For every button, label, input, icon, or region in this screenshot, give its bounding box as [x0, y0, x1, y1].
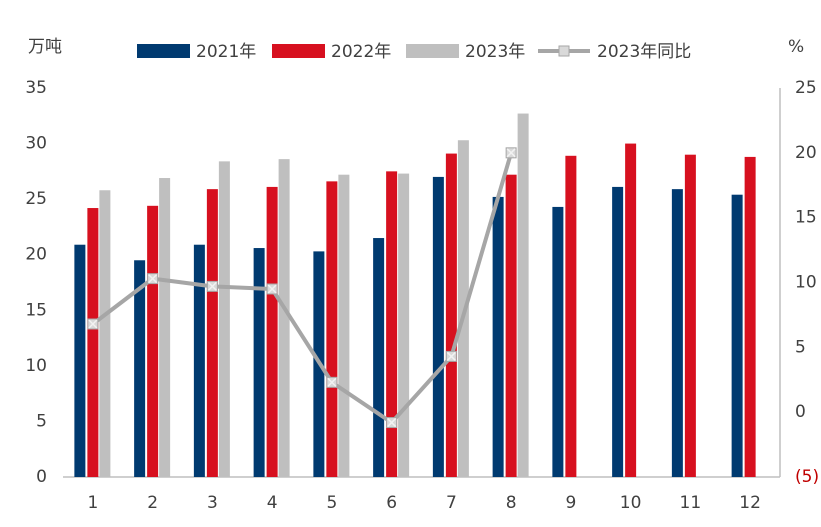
x-tick-label: 7: [446, 493, 457, 513]
line-marker-cross: [327, 377, 337, 387]
bar: [684, 154, 696, 477]
bar: [386, 171, 398, 477]
y2-tick-label: 5: [795, 337, 806, 357]
bar: [218, 161, 230, 477]
bar: [326, 181, 338, 478]
bar: [99, 190, 111, 477]
y-tick-label: 20: [25, 245, 47, 265]
x-tick-label: 12: [739, 493, 761, 513]
bar: [338, 174, 350, 478]
bar: [492, 196, 504, 478]
line-marker-cross: [506, 148, 516, 158]
y2-tick-label: 10: [795, 273, 817, 293]
x-tick-label: 9: [565, 493, 576, 513]
x-tick-label: 1: [87, 493, 98, 513]
line: [91, 152, 514, 425]
y2-tick-label: 25: [795, 78, 817, 98]
y2-axis-label: %: [788, 37, 804, 57]
bar: [612, 186, 624, 477]
y-tick-label: 10: [25, 356, 47, 376]
line-marker-cross: [387, 418, 397, 428]
bar: [744, 156, 756, 477]
legend-marker: [558, 45, 570, 57]
bar: [373, 238, 385, 477]
bar: [432, 176, 444, 477]
line-marker-cross: [446, 351, 456, 361]
bar: [74, 244, 86, 477]
line-marker-cross: [207, 281, 217, 291]
bar: [134, 260, 146, 477]
bar: [625, 143, 637, 478]
y-tick-label: 5: [36, 411, 47, 431]
x-tick-label: 5: [326, 493, 337, 513]
x-tick-label: 2: [147, 493, 158, 513]
bar: [552, 206, 564, 477]
line-marker-cross: [267, 284, 277, 294]
bar: [87, 208, 99, 477]
x-tick-label: 6: [386, 493, 397, 513]
line-marker-cross: [148, 274, 158, 284]
x-tick-label: 10: [620, 493, 642, 513]
legend-swatch: [406, 44, 459, 58]
legend-label: 2022年: [331, 42, 391, 62]
legend-swatch: [137, 44, 190, 58]
legend-swatch: [272, 44, 325, 58]
x-tick-label: 11: [680, 493, 702, 513]
bar: [398, 173, 410, 477]
bar: [278, 159, 290, 478]
x-tick-label: 3: [207, 493, 218, 513]
bar: [517, 113, 529, 477]
y-axis-label: 万吨: [28, 37, 62, 57]
y2-tick-label: 15: [795, 208, 817, 228]
legend-label: 2023年: [465, 42, 525, 62]
y-tick-label: 15: [25, 300, 47, 320]
bar: [266, 186, 278, 477]
bar: [159, 178, 171, 478]
y-tick-label: 35: [25, 78, 47, 98]
bar: [147, 205, 159, 477]
x-tick-label: 8: [506, 493, 517, 513]
bar: [731, 194, 743, 477]
bar: [193, 244, 205, 477]
y-tick-label: 25: [25, 189, 47, 209]
y-tick-label: 30: [25, 134, 47, 154]
y2-tick-label: 20: [795, 143, 817, 163]
bar: [445, 153, 457, 477]
y-tick-label: 0: [36, 467, 47, 487]
y2-tick-label: 0: [795, 402, 806, 422]
x-tick-label: 4: [267, 493, 278, 513]
line-marker-cross: [88, 319, 98, 329]
bar: [565, 155, 577, 477]
bar: [505, 174, 517, 478]
legend-label: 2023年同比: [597, 42, 691, 62]
bar: [253, 248, 265, 477]
bar: [206, 189, 218, 477]
y2-tick-label: (5): [795, 467, 819, 487]
bar: [671, 189, 683, 477]
legend-label: 2021年: [196, 42, 256, 62]
